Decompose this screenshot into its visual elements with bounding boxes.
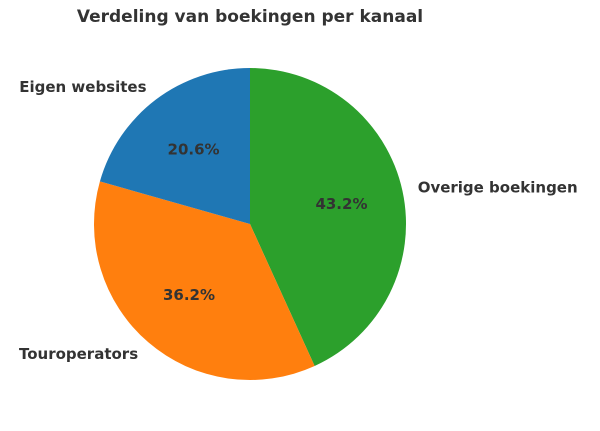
pie-category-label: Touroperators: [19, 345, 138, 363]
pie-percent-label: 43.2%: [315, 195, 367, 213]
chart-title: Verdeling van boekingen per kanaal: [77, 7, 423, 27]
pie-labels: 43.2% Overige boekingen 36.2% Touroperators…: [19, 78, 578, 363]
pie-category-label: Overige boekingen: [418, 179, 578, 197]
pie-percent-label: 20.6%: [168, 140, 220, 158]
pie-slice-touroperators: [93, 181, 315, 381]
pie-slices: [93, 67, 407, 381]
pie-slice-eigen-websites: [99, 67, 250, 224]
pie-slice-overige-boekingen: [250, 67, 407, 366]
pie-category-label: Eigen websites: [19, 78, 146, 96]
pie-percent-label: 36.2%: [163, 286, 215, 304]
